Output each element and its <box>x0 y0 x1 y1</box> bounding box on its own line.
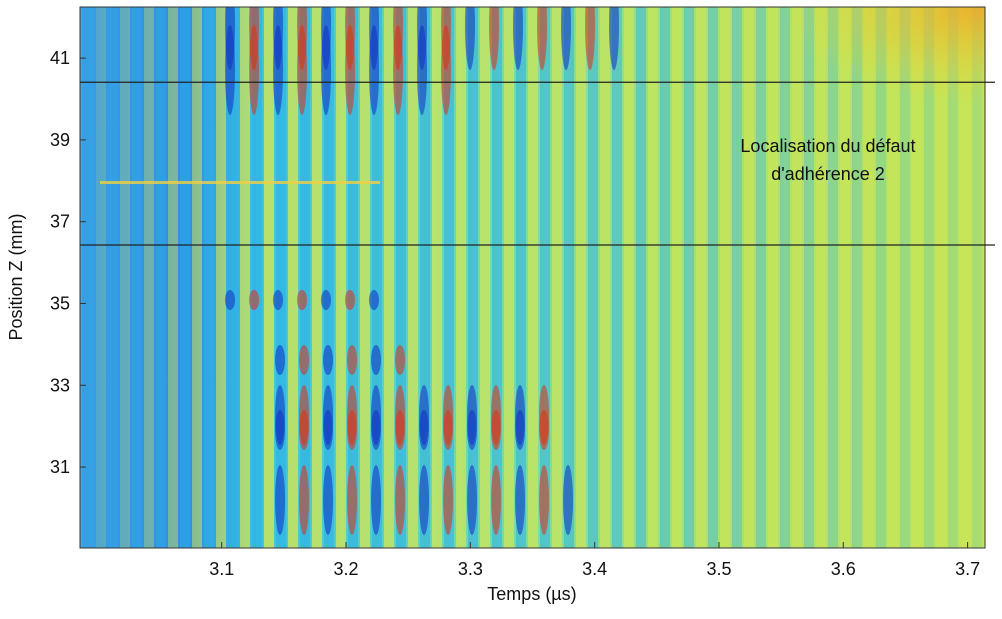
texture <box>371 410 381 450</box>
y-tick-label: 33 <box>50 375 70 395</box>
x-tick-label: 3.6 <box>831 559 856 579</box>
texture <box>345 25 355 115</box>
annotation: d'adhérence 2 <box>771 164 885 184</box>
texture <box>249 25 259 115</box>
y-tick-label: 37 <box>50 212 70 232</box>
heatmap <box>80 7 985 548</box>
texture <box>491 410 501 450</box>
texture <box>369 25 379 115</box>
texture <box>561 7 571 70</box>
texture <box>225 290 235 310</box>
texture <box>441 25 451 115</box>
texture <box>443 410 453 450</box>
texture <box>539 410 549 450</box>
texture <box>467 465 477 535</box>
texture <box>275 410 285 450</box>
texture <box>275 465 285 535</box>
texture <box>225 25 235 115</box>
annotation: Localisation du défaut <box>740 136 915 156</box>
texture <box>371 465 381 535</box>
texture <box>419 410 429 450</box>
texture <box>347 345 357 375</box>
texture <box>323 345 333 375</box>
x-tick-label: 3.1 <box>209 559 234 579</box>
texture <box>347 410 357 450</box>
x-tick-label: 3.4 <box>582 559 607 579</box>
x-tick-label: 3.7 <box>955 559 980 579</box>
texture <box>321 25 331 115</box>
texture <box>395 345 405 375</box>
y-tick-label: 35 <box>50 293 70 313</box>
texture <box>299 465 309 535</box>
texture <box>491 465 501 535</box>
texture <box>275 345 285 375</box>
texture <box>465 7 475 70</box>
texture <box>299 410 309 450</box>
texture <box>369 290 379 310</box>
texture <box>323 465 333 535</box>
texture <box>393 25 403 115</box>
texture <box>609 7 619 70</box>
texture <box>273 25 283 115</box>
texture <box>585 7 595 70</box>
x-tick-label: 3.5 <box>706 559 731 579</box>
y-tick-label: 31 <box>50 457 70 477</box>
texture <box>515 410 525 450</box>
y-tick-label: 41 <box>50 48 70 68</box>
texture <box>273 290 283 310</box>
texture <box>539 465 549 535</box>
texture <box>371 345 381 375</box>
texture <box>100 181 380 184</box>
texture <box>395 465 405 535</box>
texture <box>347 465 357 535</box>
texture <box>395 410 405 450</box>
texture <box>419 465 429 535</box>
texture <box>563 465 573 535</box>
texture <box>537 7 547 70</box>
texture <box>297 25 307 115</box>
y-tick-label: 39 <box>50 130 70 150</box>
x-axis-label: Temps (µs) <box>487 584 576 604</box>
texture <box>443 465 453 535</box>
texture <box>297 290 307 310</box>
y-axis-label: Position Z (mm) <box>6 213 26 340</box>
texture <box>515 465 525 535</box>
texture <box>345 290 355 310</box>
texture <box>513 7 523 70</box>
texture <box>323 410 333 450</box>
texture <box>489 7 499 70</box>
texture <box>249 290 259 310</box>
texture <box>417 25 427 115</box>
x-tick-label: 3.3 <box>458 559 483 579</box>
x-tick-label: 3.2 <box>334 559 359 579</box>
plot-frame <box>79 6 986 549</box>
texture <box>467 410 477 450</box>
texture <box>299 345 309 375</box>
texture <box>321 290 331 310</box>
